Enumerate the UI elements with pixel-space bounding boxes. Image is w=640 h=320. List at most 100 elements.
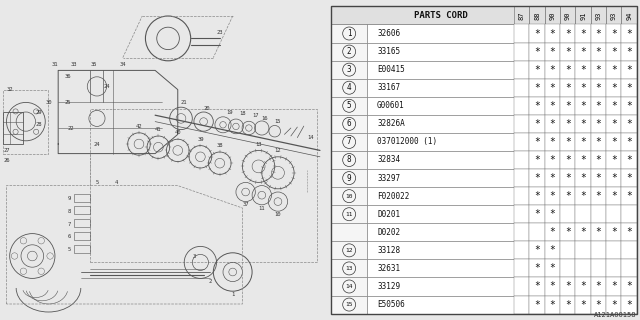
Text: *: *	[611, 173, 617, 183]
Bar	[560, 24, 575, 43]
Bar	[606, 97, 621, 115]
Bar	[529, 260, 545, 277]
Text: *: *	[534, 65, 540, 75]
Bar	[560, 133, 575, 151]
Text: *: *	[580, 101, 586, 111]
Bar	[560, 97, 575, 115]
Text: 14: 14	[307, 135, 314, 140]
Bar	[591, 24, 606, 43]
Bar	[621, 115, 637, 133]
Text: *: *	[550, 119, 556, 129]
Text: *: *	[626, 119, 632, 129]
Bar	[606, 277, 621, 296]
Text: 32606: 32606	[377, 29, 400, 38]
Text: *: *	[611, 83, 617, 93]
Bar	[331, 241, 367, 260]
Bar	[514, 115, 529, 133]
Bar	[545, 277, 560, 296]
Bar	[74, 245, 90, 253]
Text: *: *	[550, 300, 556, 309]
Text: 29: 29	[36, 109, 42, 115]
Text: 32631: 32631	[377, 264, 400, 273]
Text: 87: 87	[519, 11, 525, 20]
Text: 24: 24	[93, 141, 100, 147]
Bar	[331, 187, 367, 205]
Bar	[545, 241, 560, 260]
Bar	[591, 43, 606, 60]
Bar	[529, 187, 545, 205]
Bar	[514, 43, 529, 60]
Text: 2: 2	[209, 279, 212, 284]
Text: 26: 26	[3, 157, 10, 163]
Bar	[575, 133, 591, 151]
Bar	[545, 169, 560, 187]
Text: *: *	[626, 28, 632, 38]
Bar	[331, 97, 367, 115]
Bar	[529, 43, 545, 60]
Text: 21: 21	[181, 100, 188, 105]
Bar	[606, 169, 621, 187]
Bar	[606, 241, 621, 260]
Text: *: *	[580, 83, 586, 93]
Bar	[591, 151, 606, 169]
Bar	[331, 133, 367, 151]
Bar	[367, 205, 514, 223]
Bar	[545, 60, 560, 79]
Text: 32826A: 32826A	[377, 119, 405, 128]
Bar	[560, 43, 575, 60]
Bar	[606, 296, 621, 314]
Bar	[3, 90, 49, 154]
Text: *: *	[580, 191, 586, 201]
Text: 28: 28	[36, 122, 42, 127]
Text: 17: 17	[252, 113, 259, 118]
Bar	[606, 79, 621, 97]
Text: *: *	[596, 282, 602, 292]
Bar	[331, 277, 367, 296]
Text: *: *	[534, 119, 540, 129]
Text: 13: 13	[346, 266, 353, 271]
Text: 31: 31	[52, 61, 58, 67]
Text: 1: 1	[347, 29, 351, 38]
Bar	[367, 133, 514, 151]
Text: *: *	[534, 300, 540, 309]
Bar	[591, 277, 606, 296]
Bar	[514, 60, 529, 79]
Bar	[331, 260, 367, 277]
Text: 3: 3	[347, 65, 351, 74]
Bar	[514, 241, 529, 260]
Bar	[575, 79, 591, 97]
Bar	[331, 6, 637, 24]
Bar	[560, 151, 575, 169]
Bar	[529, 6, 545, 24]
Text: 38: 38	[216, 143, 223, 148]
Text: *: *	[611, 191, 617, 201]
Bar	[545, 187, 560, 205]
Text: 35: 35	[90, 61, 97, 67]
Text: *: *	[626, 191, 632, 201]
Bar	[606, 151, 621, 169]
Text: 6: 6	[68, 234, 71, 239]
Text: *: *	[580, 300, 586, 309]
Text: *: *	[580, 155, 586, 165]
Text: A121A00158: A121A00158	[595, 312, 637, 318]
Bar	[514, 277, 529, 296]
Text: 33297: 33297	[377, 173, 400, 183]
Text: *: *	[550, 173, 556, 183]
Text: 33129: 33129	[377, 282, 400, 291]
Text: *: *	[611, 137, 617, 147]
Bar	[606, 115, 621, 133]
Text: *: *	[611, 155, 617, 165]
Bar	[591, 115, 606, 133]
Text: 40: 40	[175, 130, 181, 135]
Bar	[367, 187, 514, 205]
Text: 5: 5	[95, 180, 99, 185]
Bar	[575, 260, 591, 277]
Bar	[331, 115, 367, 133]
Bar	[621, 43, 637, 60]
Text: 15: 15	[346, 302, 353, 307]
Bar	[575, 223, 591, 241]
Text: *: *	[611, 119, 617, 129]
Text: 18: 18	[239, 111, 246, 116]
Text: *: *	[626, 65, 632, 75]
Text: *: *	[550, 28, 556, 38]
